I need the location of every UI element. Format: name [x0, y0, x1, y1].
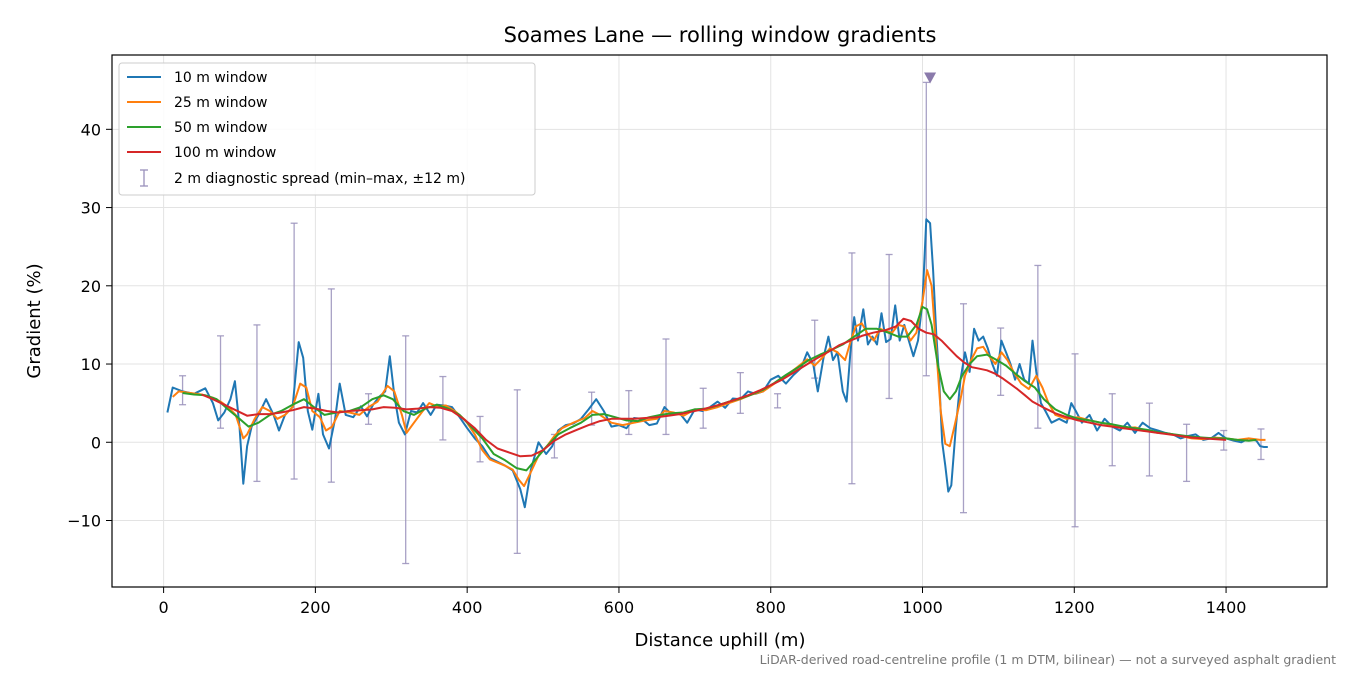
- legend-box: [118, 62, 536, 196]
- legend: 10 m window 25 m window 50 m window 100 …: [118, 62, 536, 196]
- errorbar: [217, 335, 225, 429]
- y-tick-label: 20: [81, 277, 101, 296]
- x-tick-label: 400: [452, 598, 483, 617]
- plot-area: [166, 72, 1268, 565]
- series-line-3: [201, 317, 1227, 458]
- errorbar: [1183, 423, 1191, 483]
- errorbar: [179, 375, 187, 406]
- legend-label-50m: 50 m window: [174, 120, 267, 136]
- errorbar: [253, 324, 261, 483]
- errorbar: [774, 393, 782, 409]
- errorbar: [402, 335, 410, 565]
- y-tick-label: −10: [67, 512, 101, 531]
- x-axis-label: Distance uphill (m): [635, 630, 806, 651]
- errorbar: [1108, 393, 1116, 467]
- y-tick-label: 30: [81, 199, 101, 218]
- y-tick-label: 0: [91, 433, 101, 452]
- legend-label-10m: 10 m window: [174, 70, 267, 86]
- legend-label-errorbar: 2 m diagnostic spread (min–max, ±12 m): [174, 171, 465, 187]
- errorbar: [625, 389, 633, 436]
- footnote: LiDAR-derived road-centreline profile (1…: [760, 652, 1336, 667]
- legend-label-100m: 100 m window: [174, 145, 276, 161]
- x-tick-label: 600: [604, 598, 635, 617]
- errorbar: [848, 252, 856, 485]
- y-tick-label: 40: [81, 120, 101, 139]
- errorbar: [476, 415, 484, 463]
- x-tick-label: 1200: [1054, 598, 1095, 617]
- errorbar: [290, 222, 298, 480]
- errorbar: [327, 288, 335, 483]
- errorbar: [1034, 264, 1042, 429]
- errorbar: [662, 338, 670, 436]
- series-line-1: [172, 269, 1266, 488]
- clipped-spread-marker: [924, 72, 937, 84]
- plot-frame: [111, 54, 1328, 588]
- errorbar: [1071, 353, 1079, 528]
- x-tick-label: 200: [300, 598, 331, 617]
- errorbar: [885, 253, 893, 400]
- series-line-2: [182, 305, 1257, 472]
- chart-title: Soames Lane — rolling window gradients: [504, 23, 937, 47]
- errorbar: [736, 371, 744, 414]
- axis-ticks: 0 200 400 600 800 1000 1200 1400 −10 0 10 20 30 40: [67, 120, 1246, 617]
- legend-swatch-errorbar: [140, 169, 148, 187]
- errorbar: [959, 303, 967, 514]
- y-tick-label: 10: [81, 355, 101, 374]
- errorbar: [1257, 428, 1265, 461]
- legend-label-25m: 25 m window: [174, 95, 267, 111]
- series-line-0: [166, 218, 1268, 509]
- y-axis-label: Gradient (%): [24, 263, 45, 378]
- x-tick-label: 800: [755, 598, 786, 617]
- errorbar: [513, 389, 521, 555]
- x-tick-label: 0: [159, 598, 169, 617]
- errorbar: [1145, 402, 1153, 477]
- x-tick-label: 1400: [1206, 598, 1247, 617]
- x-tick-label: 1000: [902, 598, 943, 617]
